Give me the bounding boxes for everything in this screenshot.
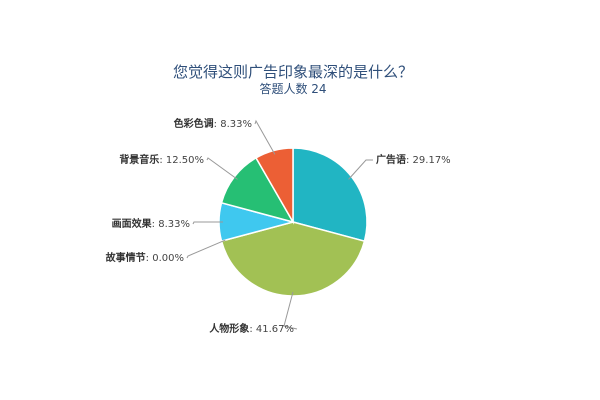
slice-label: 背景音乐: 12.50%: [119, 153, 204, 166]
pie-slice: [254, 147, 294, 225]
pie-slice: [220, 221, 366, 297]
chart-title: 您觉得这则广告印象最深的是什么？: [173, 63, 413, 81]
slice-label-name: 画面效果: [112, 217, 153, 230]
slice-label: 色彩色调: 8.33%: [174, 117, 252, 130]
slice-label-value: : 8.33%: [214, 119, 252, 130]
slice-label-name: 故事情节: [106, 251, 146, 264]
slice-label-value: : 8.33%: [152, 219, 190, 230]
slice-label-name: 广告语: [376, 153, 406, 166]
slice-label-value: : 41.67%: [249, 324, 294, 335]
leader-lines: [186, 119, 373, 330]
slice-label-name: 背景音乐: [119, 153, 159, 166]
leader-line: [206, 157, 238, 180]
slice-labels: 广告语: 29.17%人物形象: 41.67%故事情节: 0.00%画面效果: …: [106, 117, 451, 335]
slice-label-value: : 0.00%: [146, 253, 184, 264]
slice-label: 人物形象: 41.67%: [209, 322, 294, 335]
slice-label-value: : 29.17%: [406, 155, 451, 166]
leader-line: [186, 239, 226, 259]
slice-label: 画面效果: 8.33%: [112, 217, 190, 230]
slice-label-name: 人物形象: [209, 322, 249, 335]
leader-line: [192, 221, 224, 225]
slice-label-value: : 12.50%: [159, 155, 204, 166]
slice-label: 广告语: 29.17%: [376, 153, 451, 166]
slice-label-name: 色彩色调: [174, 117, 214, 130]
slice-label: 故事情节: 0.00%: [106, 251, 184, 264]
leader-line: [283, 291, 298, 330]
leader-line: [348, 159, 373, 180]
leader-line: [254, 119, 276, 155]
pie-slice: [292, 147, 368, 243]
pie-slices: [218, 147, 368, 297]
chart-subtitle: 答题人数 24: [259, 81, 326, 96]
